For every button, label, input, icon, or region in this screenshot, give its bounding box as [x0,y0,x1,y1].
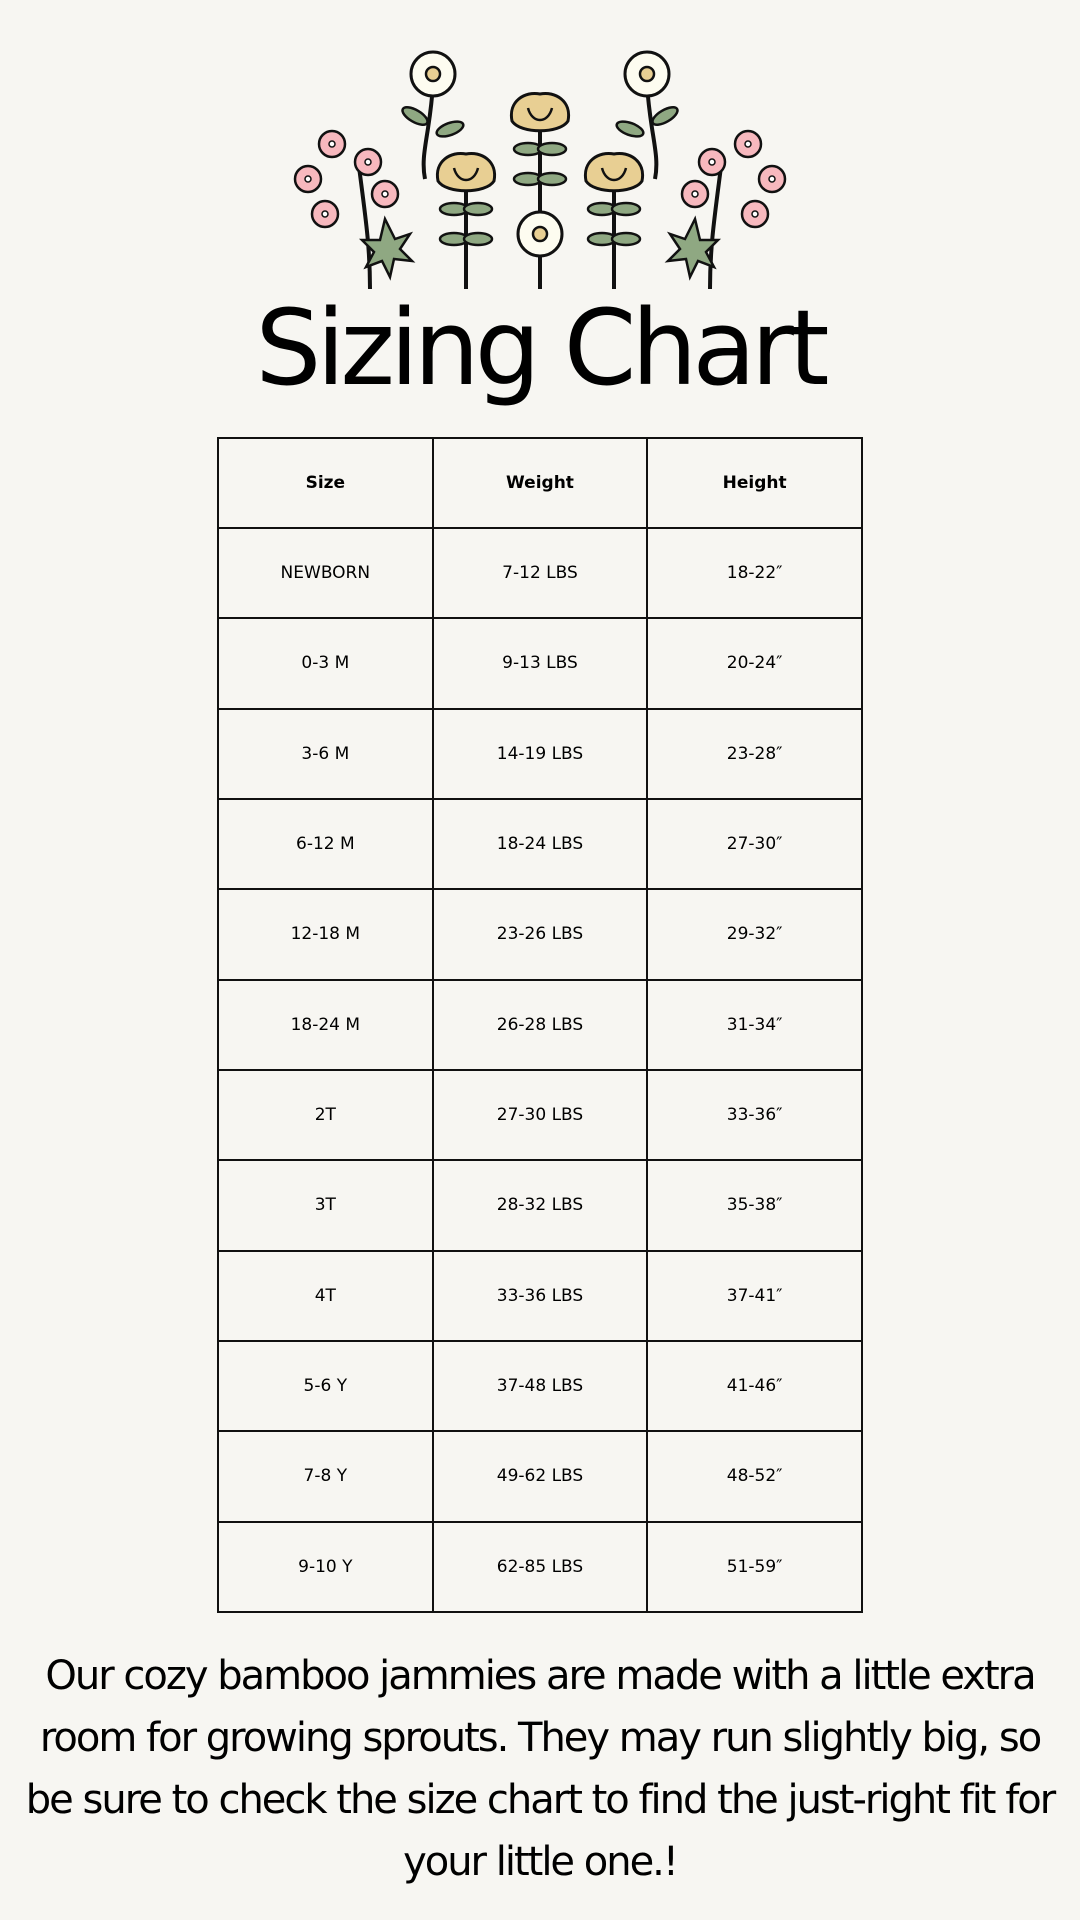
cell-weight: 27-30 LBS [431,1068,649,1162]
cell-weight: 7-12 LBS [431,526,649,620]
table-row: 9-10 Y 62-85 LBS 51-59″ [217,1520,863,1614]
table-row: 6-12 M 18-24 LBS 27-30″ [217,797,863,891]
cell-height: 23-28″ [646,707,863,800]
table-row: 3-6 M 14-19 LBS 23-28″ [217,707,863,800]
cell-weight: 18-24 LBS [431,797,649,891]
table-row: 4T 33-36 LBS 37-41″ [217,1249,863,1342]
cell-size: 6-12 M [217,797,434,891]
cell-size: 9-10 Y [217,1520,434,1614]
header-size: Size [217,437,434,529]
cell-weight: 23-26 LBS [431,888,649,981]
cell-weight: 62-85 LBS [431,1520,649,1614]
cell-height: 20-24″ [646,617,863,710]
cell-weight: 33-36 LBS [431,1249,649,1342]
cell-weight: 49-62 LBS [431,1430,649,1523]
cell-size: 18-24 M [217,978,434,1071]
cell-size: 7-8 Y [217,1430,434,1523]
table-row: 18-24 M 26-28 LBS 31-34″ [217,978,863,1071]
cell-height: 35-38″ [646,1159,863,1252]
cell-weight: 9-13 LBS [431,617,649,710]
cell-weight: 37-48 LBS [431,1339,649,1433]
table-row: 12-18 M 23-26 LBS 29-32″ [217,888,863,981]
cell-height: 31-34″ [646,978,863,1071]
cell-height: 41-46″ [646,1339,863,1433]
cell-size: 2T [217,1068,434,1162]
table-row: 2T 27-30 LBS 33-36″ [217,1068,863,1162]
cell-weight: 14-19 LBS [431,707,649,800]
header-height: Height [646,437,863,529]
table-row: 5-6 Y 37-48 LBS 41-46″ [217,1339,863,1433]
sizing-note: Our cozy bamboo jammies are made with a … [25,1653,1056,1885]
sizing-table: Size Weight Height NEWBORN 7-12 LBS 18-22″… [217,437,863,1614]
cell-height: 18-22″ [646,526,863,620]
cell-size: 12-18 M [217,888,434,981]
flower-illustration [293,50,787,289]
cell-size: NEWBORN [217,526,434,620]
cell-height: 51-59″ [646,1520,863,1614]
table-row: 7-8 Y 49-62 LBS 48-52″ [217,1430,863,1523]
cell-weight: 28-32 LBS [431,1159,649,1252]
cell-height: 29-32″ [646,888,863,981]
header-weight: Weight [431,437,649,529]
cell-size: 3T [217,1159,434,1252]
cell-size: 0-3 M [217,617,434,710]
cell-size: 4T [217,1249,434,1342]
cell-height: 48-52″ [646,1430,863,1523]
table-row: 3T 28-32 LBS 35-38″ [217,1159,863,1252]
page-title: Sizing Chart [255,287,829,409]
cell-weight: 26-28 LBS [431,978,649,1071]
cell-height: 33-36″ [646,1068,863,1162]
cell-size: 5-6 Y [217,1339,434,1433]
table-header-row: Size Weight Height [217,437,863,529]
cell-height: 37-41″ [646,1249,863,1342]
cell-height: 27-30″ [646,797,863,891]
table-row: NEWBORN 7-12 LBS 18-22″ [217,526,863,620]
table-row: 0-3 M 9-13 LBS 20-24″ [217,617,863,710]
cell-size: 3-6 M [217,707,434,800]
